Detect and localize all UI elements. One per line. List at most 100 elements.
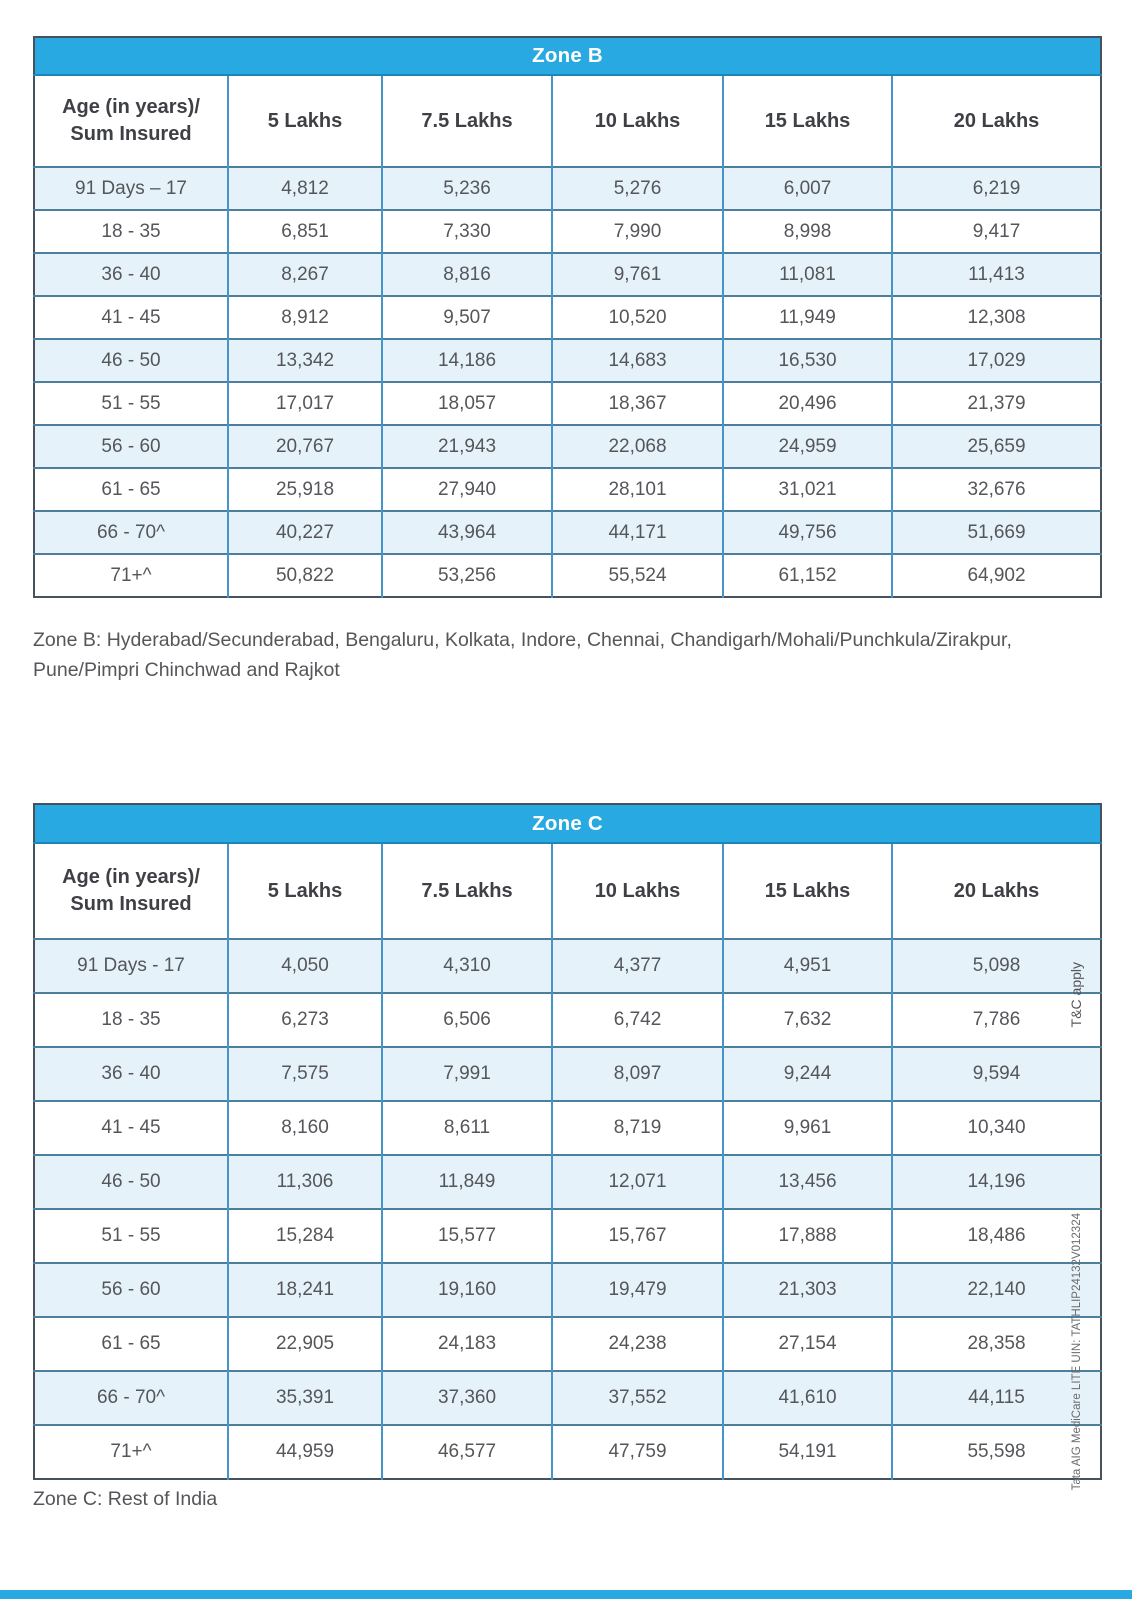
table-row: 71+^ 44,959 46,577 47,759 54,191 55,598: [34, 1424, 1102, 1479]
premium-cell: 7,330: [381, 209, 552, 253]
column-header: 20 Lakhs: [890, 75, 1102, 167]
age-cell: 51 - 55: [34, 1208, 228, 1263]
premium-cell: 50,822: [227, 553, 382, 597]
premium-cell: 20,767: [227, 424, 382, 468]
premium-cell: 44,115: [890, 1370, 1102, 1425]
premium-cell: 11,949: [722, 295, 892, 339]
table-row: 46 - 50 13,342 14,186 14,683 16,530 17,0…: [34, 338, 1102, 382]
premium-cell: 13,342: [227, 338, 382, 382]
premium-cell: 47,759: [551, 1424, 723, 1479]
premium-cell: 18,486: [890, 1208, 1102, 1263]
table-title-row: Zone C: [34, 804, 1102, 844]
premium-cell: 5,276: [551, 166, 723, 210]
zone-c-footnote: Zone C: Rest of India: [33, 1488, 218, 1510]
premium-cell: 16,530: [722, 338, 892, 382]
premium-cell: 64,902: [890, 553, 1102, 597]
premium-cell: 14,186: [381, 338, 552, 382]
premium-cell: 49,756: [722, 510, 892, 554]
premium-cell: 5,098: [890, 938, 1102, 993]
premium-cell: 20,496: [722, 381, 892, 425]
premium-cell: 12,071: [551, 1154, 723, 1209]
premium-cell: 15,284: [227, 1208, 382, 1263]
age-cell: 61 - 65: [34, 1316, 228, 1371]
age-cell: 91 Days - 17: [34, 938, 228, 993]
premium-cell: 44,171: [551, 510, 723, 554]
table-row: 51 - 55 17,017 18,057 18,367 20,496 21,3…: [34, 381, 1102, 425]
table-row: 18 - 35 6,851 7,330 7,990 8,998 9,417: [34, 209, 1102, 253]
footer-accent-bar: [0, 1590, 1132, 1599]
age-cell: 51 - 55: [34, 381, 228, 425]
table-row: 36 - 40 8,267 8,816 9,761 11,081 11,413: [34, 252, 1102, 296]
premium-cell: 21,303: [722, 1262, 892, 1317]
premium-cell: 24,183: [381, 1316, 552, 1371]
premium-cell: 8,097: [551, 1046, 723, 1101]
column-header: 15 Lakhs: [722, 843, 892, 939]
premium-cell: 51,669: [890, 510, 1102, 554]
premium-cell: 11,081: [722, 252, 892, 296]
premium-cell: 8,719: [551, 1100, 723, 1155]
age-cell: 71+^: [34, 1424, 228, 1479]
zone-c-premium-table: Zone C Age (in years)/Sum Insured 5 Lakh…: [33, 803, 1103, 1480]
corner-header: Age (in years)/Sum Insured: [34, 75, 228, 167]
premium-cell: 11,306: [227, 1154, 382, 1209]
premium-cell: 19,479: [551, 1262, 723, 1317]
premium-cell: 35,391: [227, 1370, 382, 1425]
table-row: 36 - 40 7,575 7,991 8,097 9,244 9,594: [34, 1046, 1102, 1101]
premium-cell: 14,196: [890, 1154, 1102, 1209]
premium-cell: 18,241: [227, 1262, 382, 1317]
premium-cell: 32,676: [890, 467, 1102, 511]
premium-cell: 8,912: [227, 295, 382, 339]
premium-cell: 24,959: [722, 424, 892, 468]
premium-cell: 9,761: [551, 252, 723, 296]
premium-cell: 11,413: [890, 252, 1102, 296]
premium-cell: 7,786: [890, 992, 1102, 1047]
premium-cell: 41,610: [722, 1370, 892, 1425]
premium-cell: 4,377: [551, 938, 723, 993]
column-header: 20 Lakhs: [890, 843, 1102, 939]
premium-cell: 40,227: [227, 510, 382, 554]
premium-cell: 18,367: [551, 381, 723, 425]
age-cell: 46 - 50: [34, 1154, 228, 1209]
premium-cell: 10,340: [890, 1100, 1102, 1155]
premium-cell: 6,851: [227, 209, 382, 253]
table-row: 91 Days - 17 4,050 4,310 4,377 4,951 5,0…: [34, 938, 1102, 993]
table-row: 61 - 65 22,905 24,183 24,238 27,154 28,3…: [34, 1316, 1102, 1371]
age-cell: 91 Days – 17: [34, 166, 228, 210]
premium-cell: 4,050: [227, 938, 382, 993]
premium-cell: 25,659: [890, 424, 1102, 468]
premium-cell: 8,998: [722, 209, 892, 253]
premium-cell: 8,816: [381, 252, 552, 296]
premium-cell: 54,191: [722, 1424, 892, 1479]
age-cell: 18 - 35: [34, 992, 228, 1047]
premium-cell: 28,101: [551, 467, 723, 511]
premium-cell: 6,219: [890, 166, 1102, 210]
zone-b-premium-table: Zone B Age (in years)/Sum Insured 5 Lakh…: [33, 36, 1103, 598]
premium-cell: 43,964: [381, 510, 552, 554]
premium-cell: 24,238: [551, 1316, 723, 1371]
premium-cell: 11,849: [381, 1154, 552, 1209]
premium-cell: 17,029: [890, 338, 1102, 382]
table-row: 41 - 45 8,912 9,507 10,520 11,949 12,308: [34, 295, 1102, 339]
age-cell: 18 - 35: [34, 209, 228, 253]
table-row: 18 - 35 6,273 6,506 6,742 7,632 7,786: [34, 992, 1102, 1047]
zone-b-footnote: Zone B: Hyderabad/Secunderabad, Bengalur…: [33, 629, 1012, 682]
premium-cell: 22,140: [890, 1262, 1102, 1317]
premium-cell: 61,152: [722, 553, 892, 597]
table-row: 61 - 65 25,918 27,940 28,101 31,021 32,6…: [34, 467, 1102, 511]
age-cell: 66 - 70^: [34, 510, 228, 554]
premium-cell: 7,991: [381, 1046, 552, 1101]
table-row: 71+^ 50,822 53,256 55,524 61,152 64,902: [34, 553, 1102, 597]
premium-cell: 22,068: [551, 424, 723, 468]
column-header-row: Age (in years)/Sum Insured 5 Lakhs 7.5 L…: [34, 843, 1102, 939]
premium-cell: 6,742: [551, 992, 723, 1047]
premium-cell: 27,940: [381, 467, 552, 511]
premium-cell: 8,267: [227, 252, 382, 296]
table-row: 91 Days – 17 4,812 5,236 5,276 6,007 6,2…: [34, 166, 1102, 210]
premium-cell: 9,961: [722, 1100, 892, 1155]
premium-cell: 37,552: [551, 1370, 723, 1425]
table-row: 51 - 55 15,284 15,577 15,767 17,888 18,4…: [34, 1208, 1102, 1263]
premium-cell: 4,310: [381, 938, 552, 993]
table-row: 56 - 60 18,241 19,160 19,479 21,303 22,1…: [34, 1262, 1102, 1317]
column-header: 10 Lakhs: [551, 843, 723, 939]
premium-cell: 12,308: [890, 295, 1102, 339]
